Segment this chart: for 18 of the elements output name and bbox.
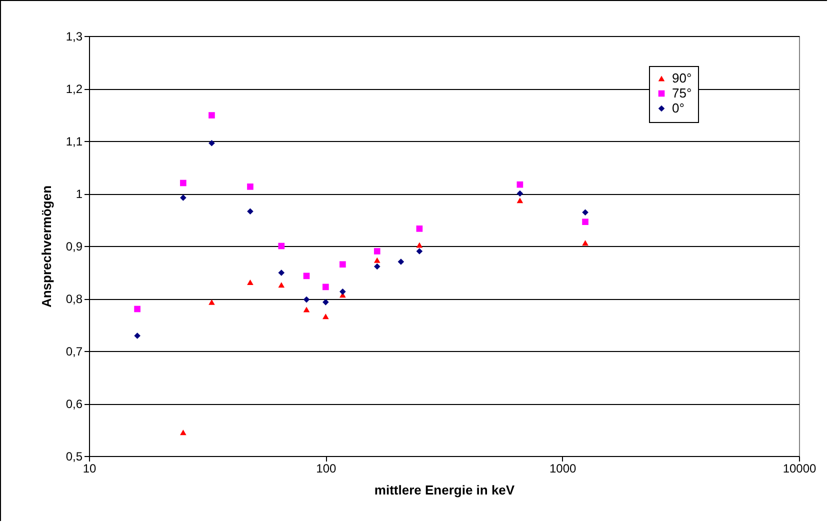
x-tick-label: 10 (82, 462, 96, 476)
x-tick-label: 1000 (549, 462, 577, 476)
x-axis-title: mittlere Energie in keV (374, 482, 515, 498)
x-tick-label: 100 (316, 462, 336, 476)
y-tick-label: 0,8 (66, 292, 83, 306)
y-tick-label: 0,9 (66, 240, 83, 254)
y-tick-label: 1,1 (66, 134, 83, 148)
y-tick-label: 1,2 (66, 82, 83, 96)
y-tick-label: 1,3 (66, 30, 83, 44)
y-axis-title: Ansprechvermögen (38, 185, 54, 308)
x-tick-label: 10000 (782, 462, 817, 476)
legend-label: 0° (672, 100, 684, 116)
y-tick-label: 0,6 (66, 397, 83, 411)
legend-label: 75° (672, 86, 692, 100)
y-tick-label: 0,7 (66, 344, 83, 358)
y-tick-label: 0,5 (66, 450, 83, 464)
y-tick-label: 1 (76, 187, 83, 201)
legend-label: 90° (672, 70, 692, 86)
